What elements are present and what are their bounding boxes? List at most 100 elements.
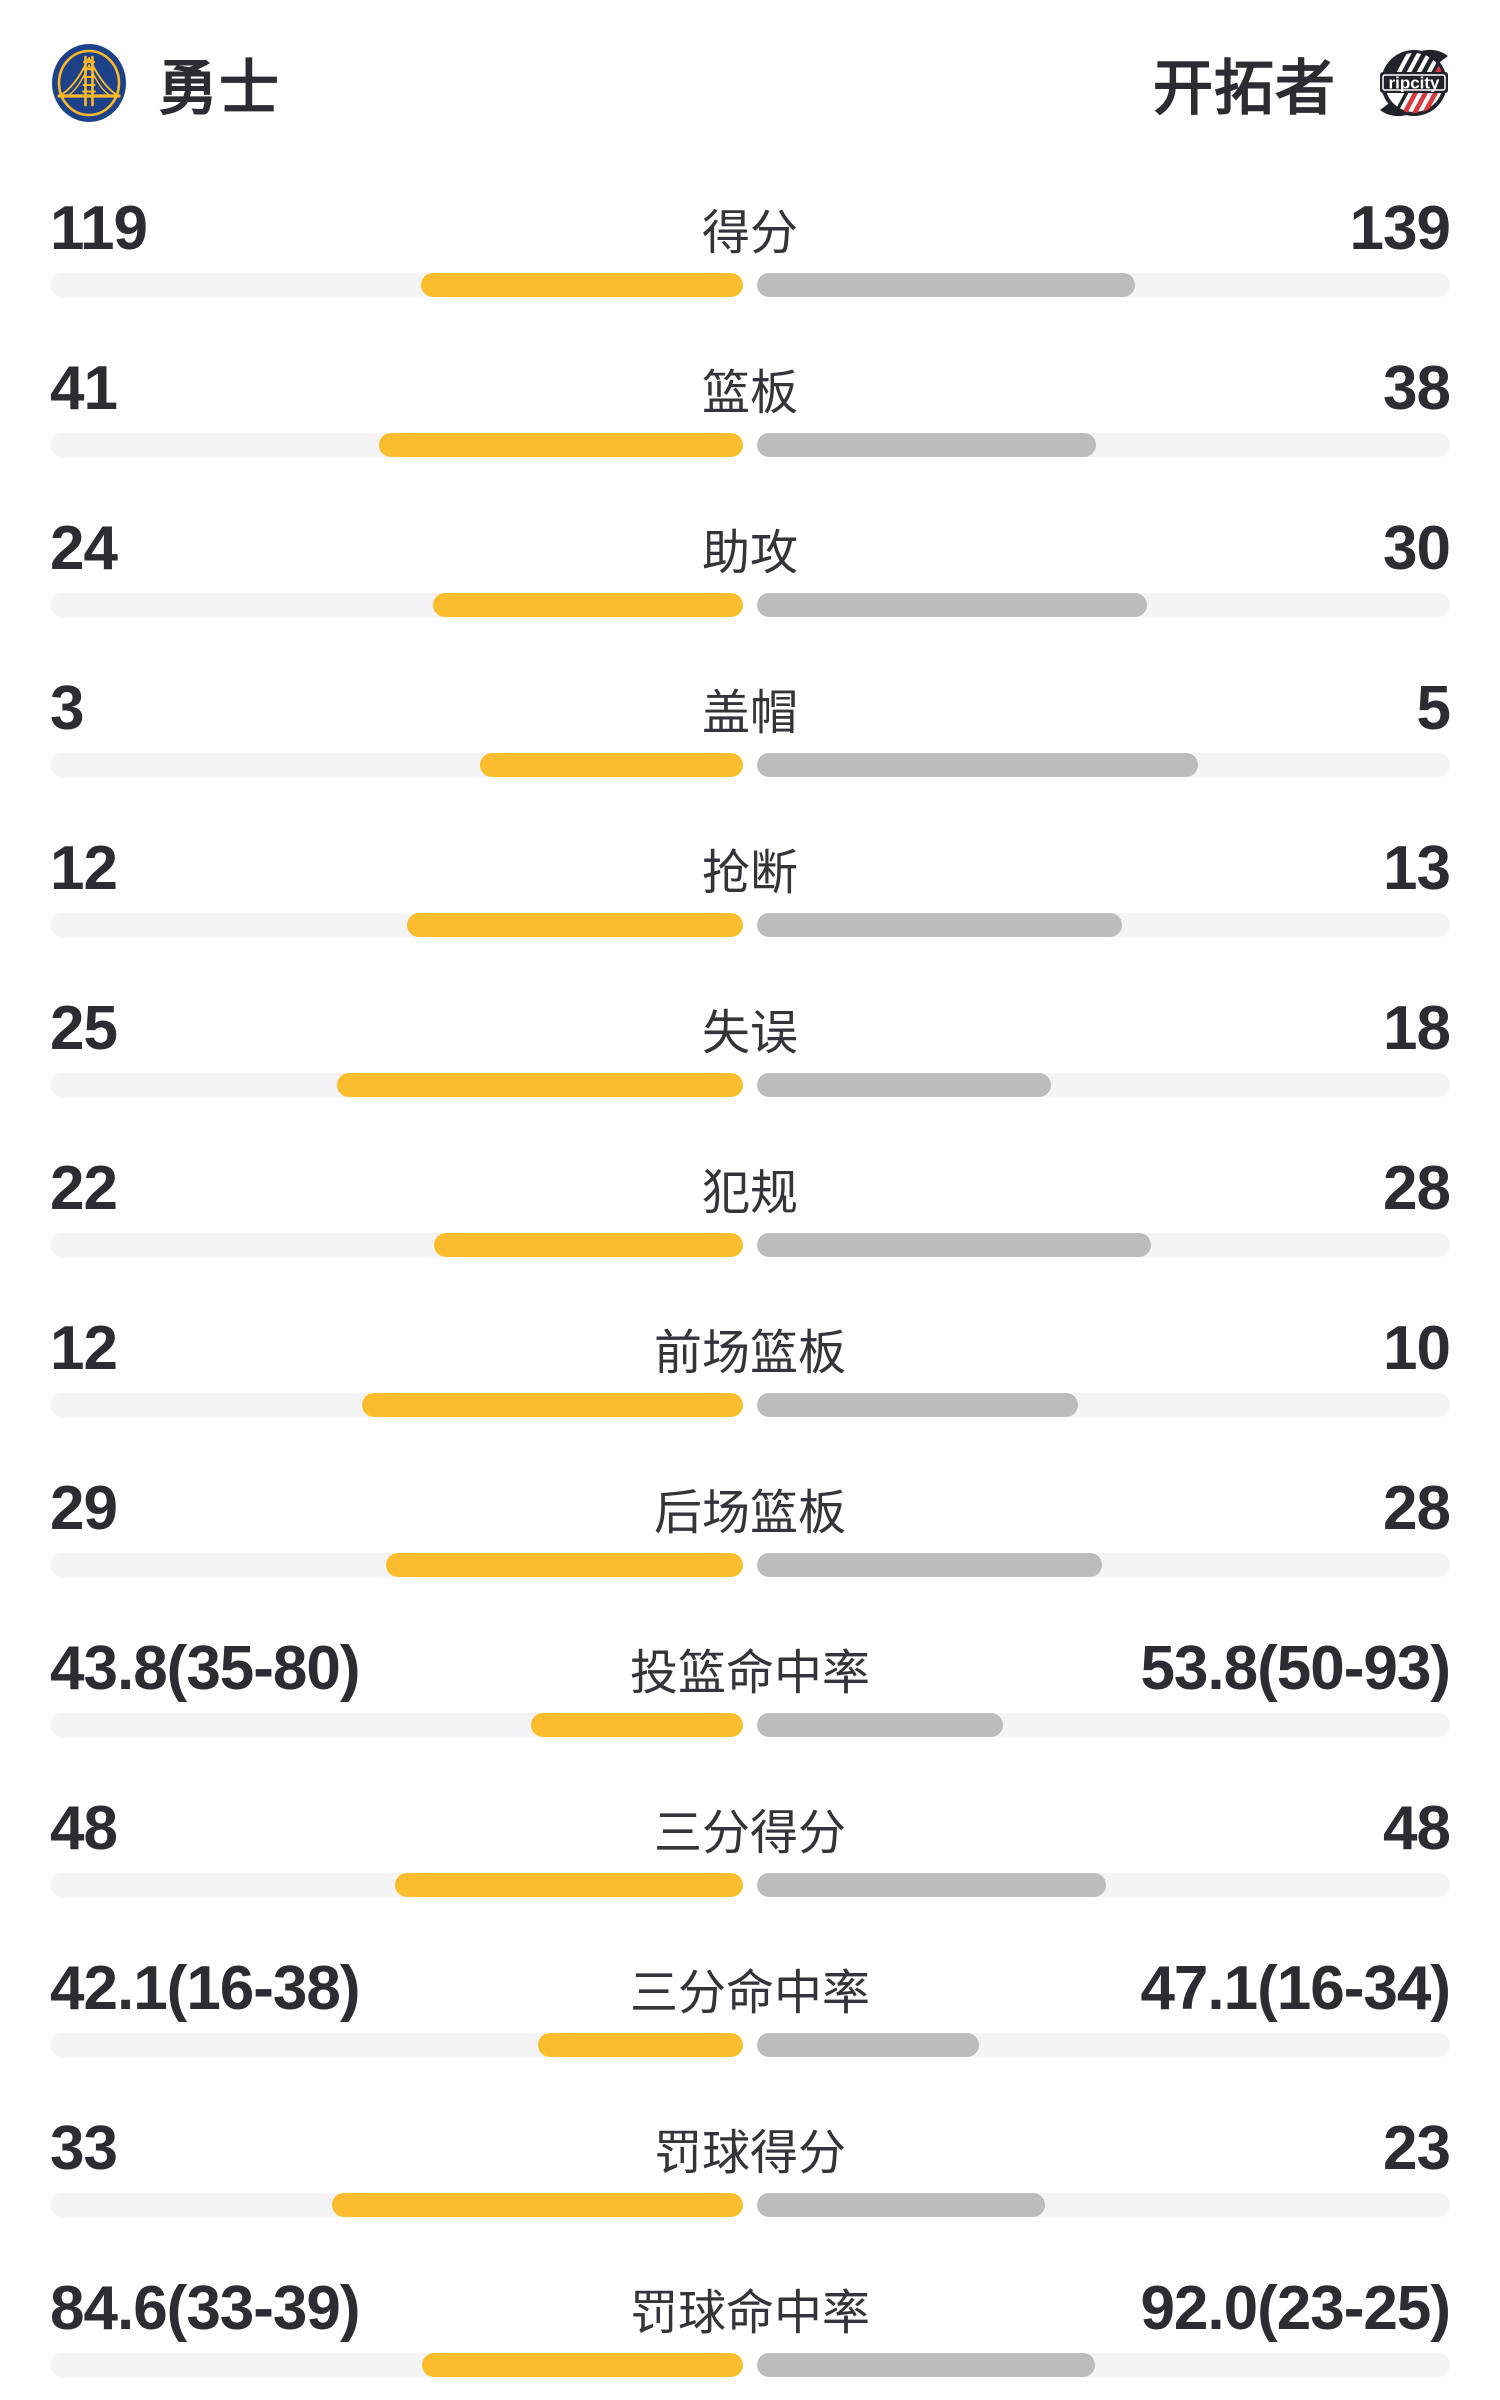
home-bar	[433, 1233, 743, 1257]
home-bar	[332, 2193, 743, 2217]
team-home: 勇士	[50, 40, 280, 127]
home-bar	[422, 2353, 743, 2377]
stat-bar	[50, 273, 1450, 297]
stat-label: 篮板	[701, 367, 799, 420]
away-bar	[757, 1713, 1003, 1737]
stat-line: 3 盖帽 5	[50, 674, 1451, 743]
away-value: 10	[1383, 1313, 1451, 1383]
home-bar	[336, 1073, 743, 1097]
home-value: 42.1(16-38)	[50, 1953, 361, 2023]
away-bar-track	[757, 2033, 1450, 2057]
stat-line: 12 前场篮板 10	[50, 1314, 1451, 1383]
away-bar-track	[757, 2193, 1450, 2217]
stat-row: 43.8(35-80) 投篮命中率 53.8(50-93)	[50, 1606, 1451, 1766]
home-bar	[386, 1553, 743, 1577]
stats-list: 119 得分 139 41 篮板 38	[50, 166, 1451, 2400]
home-bar	[537, 2033, 743, 2057]
stat-bar	[50, 1713, 1450, 1737]
home-value: 43.8(35-80)	[50, 1633, 361, 1703]
away-value: 28	[1383, 1473, 1451, 1543]
stat-bar	[50, 1233, 1450, 1257]
away-bar-track	[757, 1393, 1450, 1417]
stat-row: 42.1(16-38) 三分命中率 47.1(16-34)	[50, 1926, 1451, 2086]
home-value: 48	[50, 1793, 118, 1863]
stat-line: 84.6(33-39) 罚球命中率 92.0(23-25)	[50, 2274, 1451, 2343]
home-value: 119	[50, 193, 148, 263]
stat-label: 前场篮板	[653, 1327, 847, 1380]
away-value: 47.1(16-34)	[1140, 1953, 1451, 2023]
away-value: 92.0(23-25)	[1140, 2273, 1451, 2343]
away-bar	[757, 593, 1148, 617]
home-bar-track	[50, 1713, 743, 1737]
home-bar-track	[50, 2193, 743, 2217]
blazers-logo-icon: ripcity	[1378, 45, 1450, 121]
stat-line: 42.1(16-38) 三分命中率 47.1(16-34)	[50, 1954, 1451, 2023]
away-bar-track	[757, 1713, 1450, 1737]
home-value: 22	[50, 1153, 118, 1223]
stat-row: 29 后场篮板 28	[50, 1446, 1451, 1606]
stat-row: 12 抢断 13	[50, 806, 1451, 966]
stat-line: 22 犯规 28	[50, 1154, 1451, 1223]
away-bar	[757, 1073, 1051, 1097]
away-value: 18	[1383, 993, 1451, 1063]
away-bar	[757, 2033, 979, 2057]
stat-label: 助攻	[701, 527, 799, 580]
home-bar	[433, 593, 743, 617]
home-bar-track	[50, 753, 743, 777]
home-bar-track	[50, 1073, 743, 1097]
stat-row: 22 犯规 28	[50, 1126, 1451, 1286]
stat-row: 25 失误 18	[50, 966, 1451, 1126]
home-bar-track	[50, 2353, 743, 2377]
away-bar-track	[757, 593, 1450, 617]
stat-line: 25 失误 18	[50, 994, 1451, 1063]
away-bar	[757, 273, 1135, 297]
away-value: 5	[1416, 673, 1451, 743]
home-value: 12	[50, 833, 118, 903]
stat-label: 罚球得分	[653, 2127, 847, 2180]
stat-label: 盖帽	[701, 687, 799, 740]
home-value: 29	[50, 1473, 118, 1543]
home-bar	[361, 1393, 743, 1417]
stat-label: 投篮命中率	[629, 1647, 871, 1700]
home-bar	[420, 273, 743, 297]
stat-label: 失误	[701, 1007, 799, 1060]
away-bar-track	[757, 273, 1450, 297]
home-value: 3	[50, 673, 84, 743]
stat-bar	[50, 2033, 1450, 2057]
team-home-name: 勇士	[158, 54, 280, 122]
home-bar	[530, 1713, 743, 1737]
warriors-logo-icon	[50, 43, 128, 123]
away-bar-track	[757, 2353, 1450, 2377]
home-bar-track	[50, 593, 743, 617]
away-bar	[757, 1393, 1078, 1417]
header: 勇士 开拓者	[50, 0, 1450, 166]
away-value: 53.8(50-93)	[1140, 1633, 1451, 1703]
away-value: 139	[1349, 193, 1451, 263]
home-bar-track	[50, 1873, 743, 1897]
away-bar-track	[757, 1073, 1450, 1097]
away-bar-track	[757, 1553, 1450, 1577]
team-away-name: 开拓者	[1153, 54, 1336, 122]
stat-line: 33 罚球得分 23	[50, 2114, 1451, 2183]
stat-label: 犯规	[701, 1167, 799, 1220]
home-bar-track	[50, 913, 743, 937]
home-bar	[395, 1873, 743, 1897]
stat-line: 29 后场篮板 28	[50, 1474, 1451, 1543]
stat-row: 84.6(33-39) 罚球命中率 92.0(23-25)	[50, 2246, 1451, 2400]
away-value: 28	[1383, 1153, 1451, 1223]
stat-row: 41 篮板 38	[50, 326, 1451, 486]
away-bar	[757, 1873, 1107, 1897]
away-bar	[757, 753, 1198, 777]
stat-bar	[50, 2353, 1450, 2377]
home-value: 25	[50, 993, 118, 1063]
stat-bar	[50, 1393, 1450, 1417]
home-bar	[379, 433, 743, 457]
stat-row: 3 盖帽 5	[50, 646, 1451, 806]
stat-bar	[50, 1873, 1450, 1897]
away-bar	[757, 913, 1123, 937]
stat-bar	[50, 1553, 1450, 1577]
stat-line: 119 得分 139	[50, 194, 1451, 263]
stat-line: 24 助攻 30	[50, 514, 1451, 583]
away-bar-track	[757, 433, 1450, 457]
